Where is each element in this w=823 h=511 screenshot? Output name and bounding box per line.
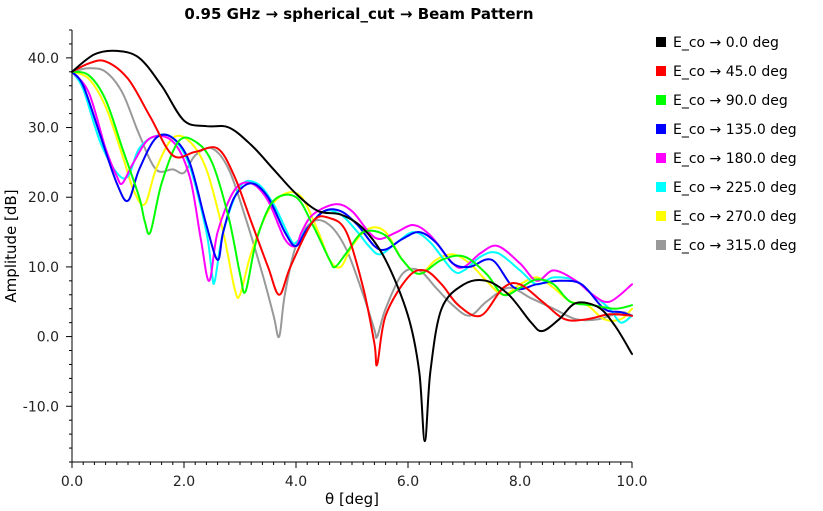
chart-title: 0.95 GHz → spherical_cut → Beam Pattern — [184, 5, 533, 23]
legend-swatch — [656, 95, 666, 105]
y-tick-label: 40.0 — [28, 51, 59, 67]
y-tick-label: 20.0 — [28, 190, 59, 206]
series-line — [71, 67, 633, 339]
legend: E_co → 0.0 deg E_co → 45.0 deg E_co → 90.0… — [656, 35, 797, 254]
x-axis-label: θ [deg] — [325, 490, 379, 508]
legend-label: E_co → 225.0 deg — [673, 180, 797, 196]
legend-swatch — [656, 211, 666, 221]
legend-swatch — [656, 66, 666, 76]
series-line — [71, 49, 633, 443]
x-tick-label: 2.0 — [173, 474, 195, 490]
legend-swatch — [656, 37, 666, 47]
plot-area — [71, 49, 633, 443]
x-tick-label: 0.0 — [61, 474, 83, 490]
legend-label: E_co → 180.0 deg — [673, 151, 797, 167]
x-tick-label: 4.0 — [285, 474, 307, 490]
series-line — [71, 70, 633, 304]
series-line — [71, 59, 633, 367]
y-tick-label: -10.0 — [23, 399, 59, 415]
legend-label: E_co → 135.0 deg — [673, 122, 797, 138]
legend-label: E_co → 0.0 deg — [673, 35, 779, 51]
legend-swatch — [656, 240, 666, 250]
y-axis-label: Amplitude [dB] — [2, 189, 20, 302]
legend-label: E_co → 270.0 deg — [673, 209, 797, 225]
legend-label: E_co → 90.0 deg — [673, 93, 788, 109]
y-tick-label: 30.0 — [28, 121, 59, 137]
legend-label: E_co → 315.0 deg — [673, 238, 797, 254]
x-tick-label: 8.0 — [509, 474, 531, 490]
legend-swatch — [656, 153, 666, 163]
x-tick-label: 10.0 — [616, 474, 647, 490]
y-tick-label: 10.0 — [28, 260, 59, 276]
x-tick-label: 6.0 — [397, 474, 419, 490]
legend-swatch — [656, 124, 666, 134]
y-tick-label: 0.0 — [37, 330, 59, 346]
series-line — [71, 70, 633, 310]
series-line — [71, 70, 633, 322]
ticks: 0.0 2.0 4.0 6.0 8.0 10.0 -10.0 0.0 10.0 20.0 30.0 4… — [23, 29, 648, 490]
legend-swatch — [656, 182, 666, 192]
legend-label: E_co → 45.0 deg — [673, 64, 788, 80]
